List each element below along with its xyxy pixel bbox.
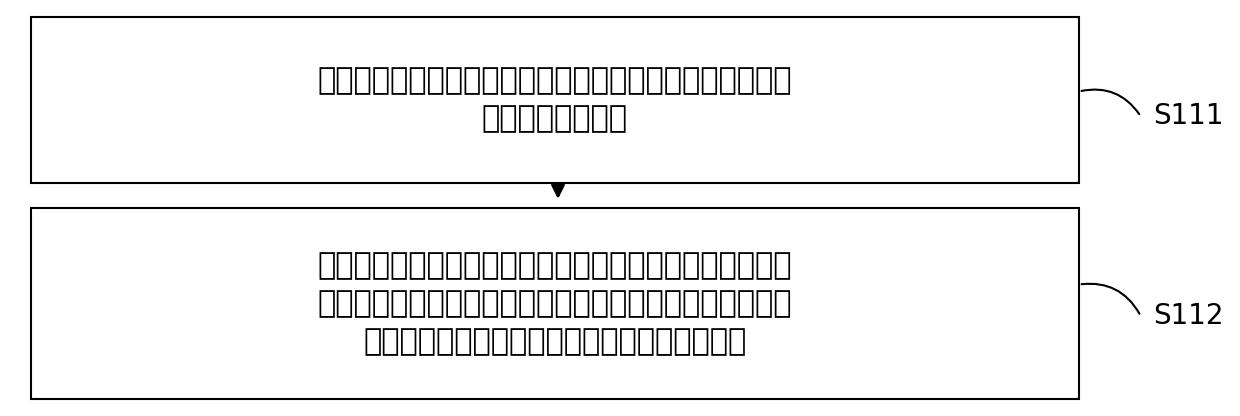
Text: S112: S112: [1153, 302, 1224, 330]
Text: S111: S111: [1153, 102, 1224, 131]
Text: 根据所述实测温度变化值得到连续空间信息上各测点的温度
测值时间信息序列: 根据所述实测温度变化值得到连续空间信息上各测点的温度 测值时间信息序列: [317, 66, 792, 134]
Text: 以时间信息为横坐标，以空间信息为纵坐标绘制成时空平面
上的温度时空分布图，或者以时间信息为纵坐标，以空间信
息为横坐标绘制成时空平面上的温度时空分布图: 以时间信息为横坐标，以空间信息为纵坐标绘制成时空平面 上的温度时空分布图，或者以…: [317, 251, 792, 357]
FancyBboxPatch shape: [31, 208, 1079, 399]
FancyBboxPatch shape: [31, 17, 1079, 183]
